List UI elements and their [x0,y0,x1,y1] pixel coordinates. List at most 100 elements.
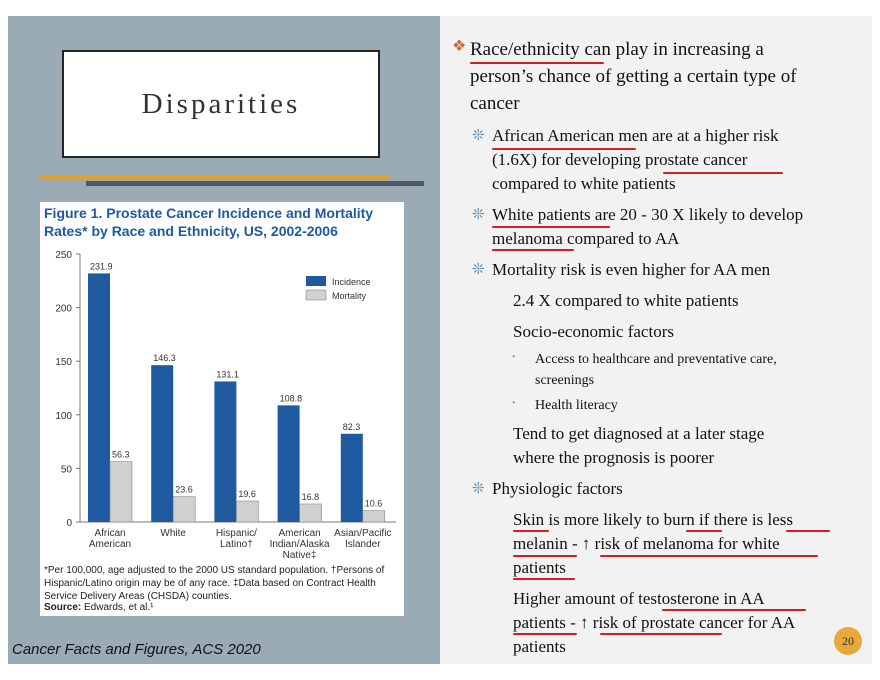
bullet-skin-burn: Skin is more likely to burn if there is … [513,508,853,580]
figure-source: Source: Edwards, et al.¹ [44,602,154,613]
bar-incidence [88,273,110,522]
asterisk-flower-bullet-icon: ❊ [472,207,485,223]
bar-data-label: 131.1 [216,369,239,379]
figure-panel: Figure 1. Prostate Cancer Incidence and … [40,202,404,616]
bar-mortality [362,510,386,523]
y-tick-label: 0 [66,518,72,529]
bullet-2-4x: 2.4 X compared to white patients [513,291,739,310]
spellcheck-underline [513,555,577,557]
title-box: Disparities [62,50,380,158]
bullet-white-patients-melanoma: White patients are 20 - 30 X likely to d… [492,203,852,251]
spellcheck-underline [492,148,636,150]
bullet-line: African American men are at a higher ris… [492,126,779,145]
spellcheck-underline [492,249,574,251]
bullet-line: compared to white patients [492,174,676,193]
bar-mortality [172,496,196,523]
y-tick-label: 100 [55,411,72,422]
bullet-line: person’s chance of getting a certain typ… [470,66,797,87]
x-tick-label: Native‡ [283,550,317,561]
bar-data-label: 56.3 [112,450,130,460]
bullet-line: White patients are 20 - 30 X likely to d… [492,205,804,224]
spellcheck-underline [663,172,783,174]
dot-bullet-icon: • [512,352,516,363]
bar-data-label: 146.3 [153,353,176,363]
legend-label: Mortality [332,291,367,301]
y-tick-label: 200 [55,304,72,315]
bullet-health-literacy: Health literacy [535,398,618,413]
bullet-line: cancer [470,93,520,114]
figure-footnote: *Per 100,000, age adjusted to the 2000 U… [44,565,385,602]
legend-swatch-incidence [306,276,326,286]
spellcheck-underline [600,633,722,635]
bar-incidence [151,365,174,522]
bullet-line: Skin is more likely to burn if there is … [513,510,793,529]
bullet-mortality-risk: Mortality risk is even higher for AA men [492,260,771,279]
asterisk-flower-bullet-icon: ❊ [472,128,485,144]
x-tick-label: American [89,539,131,550]
x-tick-label: Latino† [220,539,253,550]
bullet-line: patients [513,637,566,656]
bullet-diagnosed-later: Tend to get diagnosed at a later stage w… [513,422,853,470]
dot-bullet-icon: • [512,398,516,409]
x-tick-label: Asian/Pacific [334,528,391,539]
spellcheck-underline [686,530,722,532]
bar-chart: 050100150200250231.956.3AfricanAmerican1… [55,250,396,561]
spellcheck-underline [662,609,806,611]
x-tick-label: White [160,528,186,539]
spellcheck-underline [492,226,610,228]
asterisk-flower-bullet-icon: ❊ [472,262,485,278]
bar-data-label: 10.6 [365,499,383,509]
bullet-access-healthcare: Access to healthcare and preventative ca… [535,349,835,391]
bar-data-label: 23.6 [175,485,193,495]
bullet-line: screenings [535,373,595,388]
legend-label: Incidence [332,277,371,287]
bar-mortality [299,503,322,523]
bullet-line: Access to healthcare and preventative ca… [535,352,777,367]
bar-incidence [277,405,300,522]
y-tick-label: 250 [55,250,72,261]
bullet-line: melanoma compared to AA [492,229,680,248]
bar-mortality [236,500,259,523]
asterisk-flower-bullet-icon: ❊ [472,481,485,497]
bullet-line: (1.6X) for developing prostate cancer [492,150,748,169]
bullet-testosterone: Higher amount of testosterone in AA pati… [513,587,853,659]
bullet-line: Higher amount of testosterone in AA [513,589,765,608]
accent-rule-orange [40,176,390,180]
figure-title: Figure 1. Prostate Cancer Incidence and … [44,205,374,239]
spellcheck-underline [786,530,830,532]
source-text: Edwards, et al.¹ [84,602,154,613]
bullet-line: where the prognosis is poorer [513,448,715,467]
source-label: Source: [44,602,82,613]
x-tick-label: Hispanic/ [216,528,257,539]
bullet-line: Race/ethnicity can play in increasing a [470,39,764,60]
spellcheck-underline [513,633,577,635]
bar-data-label: 231.9 [90,261,113,271]
bar-incidence [214,381,237,522]
bullet-line: patients - ↑ risk of prostate cancer for… [513,613,796,632]
x-tick-label: Indian/Alaska [270,539,330,550]
bullet-line: patients [513,558,566,577]
bullet-race-ethnicity: Race/ethnicity can play in increasing a … [470,36,850,117]
bullet-african-american-risk: African American men are at a higher ris… [492,124,852,196]
citation: Cancer Facts and Figures, ACS 2020 [12,641,261,658]
spellcheck-underline [600,555,818,557]
x-tick-label: Islander [345,539,381,550]
y-tick-label: 50 [61,464,73,475]
bar-data-label: 16.8 [302,492,320,502]
bullet-socio-economic: Socio-economic factors [513,322,674,341]
bullet-line: melanin - ↑ risk of melanoma for white [513,534,780,553]
legend-swatch-mortality [305,289,327,301]
spellcheck-underline [513,578,575,580]
four-diamond-bullet-icon: ❖ [452,38,467,55]
spellcheck-underline [513,530,549,532]
page-number-badge: 20 [834,627,862,655]
bar-data-label: 19.6 [238,489,256,499]
bar-data-label: 108.8 [280,393,303,403]
bullet-physiologic: Physiologic factors [492,479,623,498]
y-tick-label: 150 [55,357,72,368]
x-tick-label: American [278,528,320,539]
x-tick-label: African [94,528,125,539]
bar-mortality [109,461,133,523]
accent-rule-gray [86,181,424,186]
bar-data-label: 82.3 [343,422,361,432]
